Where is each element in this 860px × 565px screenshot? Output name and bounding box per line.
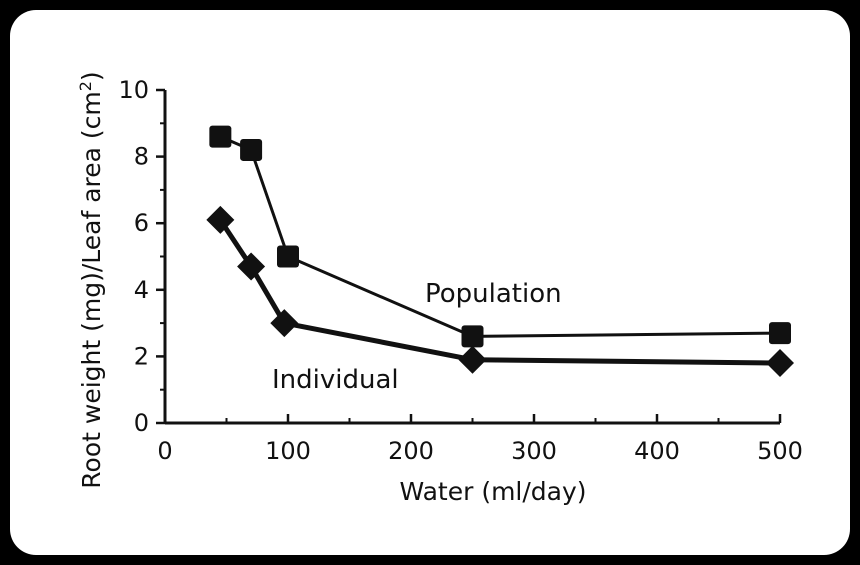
y-tick-label: 4 <box>134 276 149 304</box>
y-tick-label: 10 <box>118 76 149 104</box>
y-axis-title: Root weight (mg)/Leaf area (cm2) <box>76 71 106 488</box>
x-tick-label: 0 <box>157 437 172 465</box>
population-point <box>461 325 484 348</box>
y-tick-label: 8 <box>134 143 149 171</box>
x-axis-title: Water (ml/day) <box>399 477 586 506</box>
x-tick-label: 400 <box>634 437 680 465</box>
population-point <box>240 138 263 161</box>
individual-point <box>206 205 235 234</box>
x-tick-label: 500 <box>757 437 803 465</box>
series-markers <box>206 125 794 378</box>
individual-point <box>237 252 266 281</box>
y-tick-label: 2 <box>134 342 149 370</box>
population-point <box>769 322 791 345</box>
x-tick-label: 200 <box>388 437 434 465</box>
individual-point <box>458 345 487 374</box>
y-tick-label: 6 <box>134 209 149 237</box>
series-label-population: Population <box>425 279 562 309</box>
individual-point <box>270 309 299 338</box>
y-tick-label: 0 <box>134 409 149 437</box>
population-point <box>209 125 232 148</box>
series-label-individual: Individual <box>272 365 399 395</box>
individual-point <box>766 349 794 378</box>
x-tick-label: 300 <box>511 437 557 465</box>
population-point <box>277 245 299 268</box>
x-tick-label: 100 <box>265 437 311 465</box>
